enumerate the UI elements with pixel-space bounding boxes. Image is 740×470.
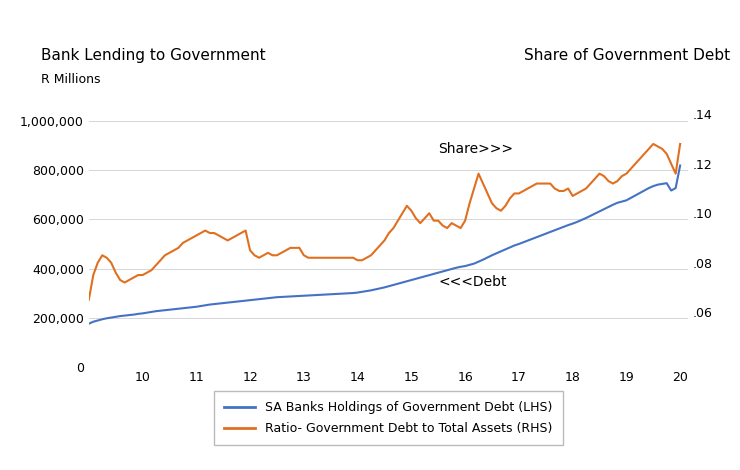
- Text: Share>>>: Share>>>: [438, 142, 514, 156]
- Text: R Millions: R Millions: [41, 73, 101, 86]
- Text: Share of Government Debt: Share of Government Debt: [524, 48, 730, 63]
- Legend: SA Banks Holdings of Government Debt (LHS), Ratio- Government Debt to Total Asse: SA Banks Holdings of Government Debt (LH…: [214, 392, 563, 445]
- Text: Bank Lending to Government: Bank Lending to Government: [41, 48, 266, 63]
- Text: <<<Debt: <<<Debt: [438, 274, 507, 289]
